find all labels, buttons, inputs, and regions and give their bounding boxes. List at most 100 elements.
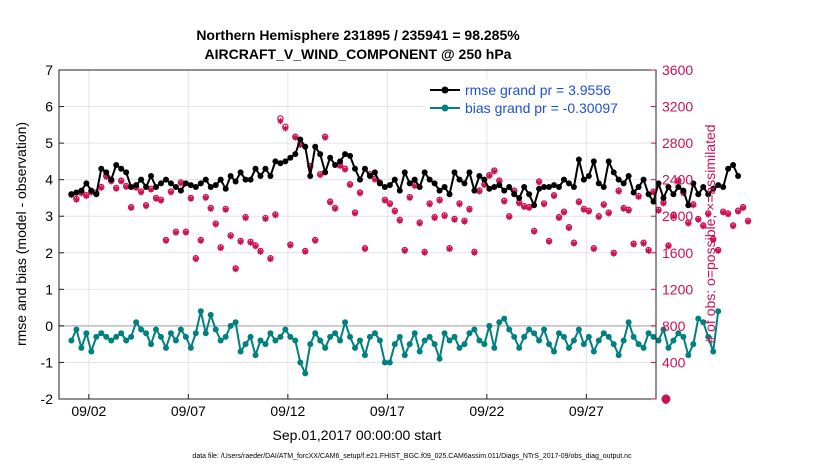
rmse-point [675,183,682,190]
rmse-point [491,183,498,190]
obs-assimilated-point [506,214,513,221]
rmse-point [541,183,548,190]
obs-assimilated-point [531,228,538,235]
rmse-point [272,158,279,165]
rmse-point [197,180,204,187]
obs-assimilated-point [187,195,194,202]
obs-assimilated-point [222,206,229,213]
obs-assimilated-point [675,178,682,185]
bias-point [625,319,632,326]
obs-assimilated-point [670,213,677,220]
y2-tick-label: 3600 [662,62,693,78]
bias-point [262,341,269,348]
obs-assimilated-point [710,236,717,243]
bias-point [496,319,503,326]
bias-point [73,326,80,333]
obs-assimilated-point [605,210,612,217]
obs-assimilated-point [302,248,309,255]
bias-point [650,333,657,340]
obs-assimilated-point [356,190,363,197]
bias-point [605,333,612,340]
bias-point [501,315,508,322]
obs-assimilated-point [202,194,209,201]
obs-assimilated-point [322,134,329,141]
rmse-point [496,182,503,189]
obs-assimilated-point [640,240,647,247]
chart-subtitle: AIRCRAFT_V_WIND_COMPONENT @ 250 hPa [205,46,512,62]
bias-point [580,341,587,348]
bias-point [172,337,179,344]
obs-assimilated-point [98,184,105,191]
plot-area [59,70,656,399]
bias-point [396,333,403,340]
rmse-point [332,162,339,169]
rmse-point [143,183,150,190]
bias-point [98,330,105,337]
bias-point [486,322,493,329]
obs-assimilated-point [153,195,160,202]
obs-assimilated-point [570,240,577,247]
obs-assimilated-point [551,193,558,200]
bias-point [207,311,214,318]
rmse-point [182,180,189,187]
obs-assimilated-point [660,200,667,207]
bias-point [506,326,513,333]
bias-point [272,337,279,344]
obs-assimilated-point [546,238,553,245]
rmse-point [436,187,443,194]
rmse-point [441,183,448,190]
bias-point [630,333,637,340]
obs-assimilated-point [182,229,189,236]
rmse-point [421,169,428,176]
rmse-point [172,183,179,190]
bias-point [461,341,468,348]
bias-point [212,326,219,333]
rmse-point [177,187,184,194]
legend-bias-marker [441,104,449,112]
y-axis-left: -2 -1 0 1 2 3 4 5 6 7 [41,62,64,407]
rmse-point [526,191,533,198]
obs-assimilated-point [665,243,672,250]
legend: rmse grand pr = 3.9556 bias grand pr = -… [426,79,650,119]
bias-point [421,337,428,344]
bias-point [167,330,174,337]
rmse-point [531,202,538,209]
obs-assimilated-point [411,183,418,190]
obs-assimilated-point [436,197,443,204]
obs-assimilated-point [476,188,483,195]
rmse-point [133,182,140,189]
x-axis: 09/02 09/07 09/12 09/17 09/22 09/27 [71,394,604,419]
bias-point [366,333,373,340]
y-tick-label: -1 [41,354,54,370]
obs-assimilated-point [451,216,458,223]
chart-title: Northern Hemisphere 231895 / 235941 = 98… [196,27,520,43]
rmse-point [207,183,214,190]
x-tick-label: 09/17 [370,403,405,419]
rmse-point [327,154,334,161]
bias-point [103,333,110,340]
rmse-point [366,173,373,180]
rmse-point [610,169,617,176]
rmse-point [252,165,259,172]
bias-point [406,341,413,348]
bias-point [436,355,443,362]
rmse-point [640,176,647,183]
data-file-note: data file: /Users/raeder/DAI/ATM_forcXX/… [192,453,632,460]
rmse-point [277,160,284,167]
y2-tick-label: 2000 [662,208,693,224]
obs-assimilated-point [715,247,722,254]
rmse-point [217,176,224,183]
bias-point [610,341,617,348]
bias-point [267,330,274,337]
bias-point [516,344,523,351]
rmse-point [242,176,249,183]
rmse-point [461,180,468,187]
bias-point [705,333,712,340]
rmse-point [292,151,299,158]
bias-point [162,344,169,351]
rmse-point [381,183,388,190]
obs-assimilated-point [401,247,408,254]
obs-assimilated-point [541,201,548,208]
y-axis-right: 0 400 800 1200 1600 2000 2400 2800 3200 3600 [651,62,693,407]
bias-point [202,330,209,337]
